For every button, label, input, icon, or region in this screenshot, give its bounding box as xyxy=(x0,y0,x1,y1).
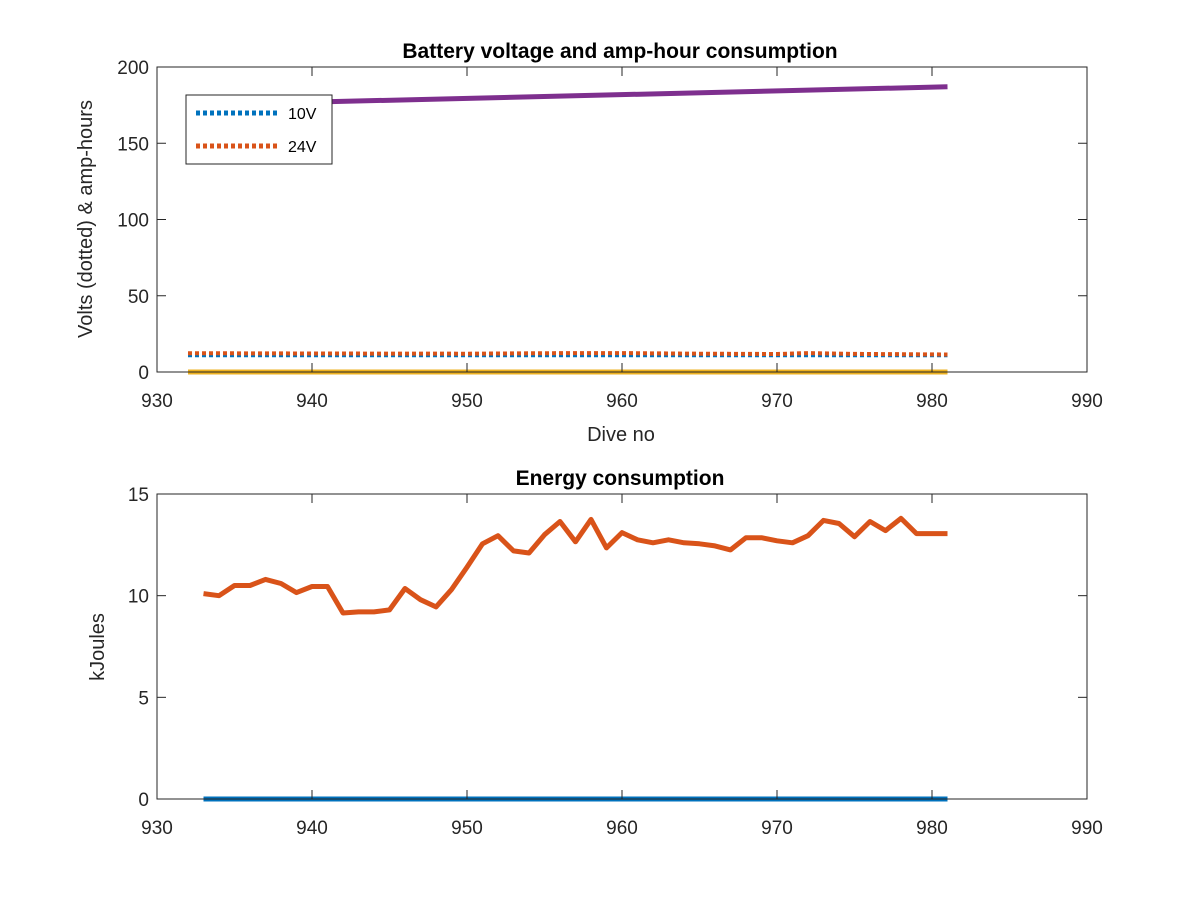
chart-2-x-tick-label: 940 xyxy=(296,818,328,839)
chart-2-x-tick-label: 950 xyxy=(451,818,483,839)
chart-1-title: Battery voltage and amp-hour consumption xyxy=(402,40,837,63)
chart-2-x-tick-label: 930 xyxy=(141,818,173,839)
chart-2-y-axis-label: kJoules xyxy=(87,613,109,681)
chart-1-y-tick-label: 0 xyxy=(138,363,149,384)
chart-panel-2: Energy consumption 930 940 950 960 970 980 990… xyxy=(87,467,1103,839)
chart-2-series-line-2 xyxy=(203,515,948,616)
legend-box xyxy=(185,94,333,165)
chart-2-x-tick-label: 980 xyxy=(916,818,948,839)
chart-2-title: Energy consumption xyxy=(516,467,725,490)
chart-1-x-tick-label: 940 xyxy=(296,391,328,412)
chart-2-y-tick-label: 0 xyxy=(138,790,149,811)
chart-2-x-tick-label: 990 xyxy=(1071,818,1103,839)
chart-1-ticks: 930 940 950 960 970 980 990 0 50 100 150 200 xyxy=(117,58,1103,412)
legend-label-10v: 10V xyxy=(288,106,317,123)
chart-1-x-tick-label: 930 xyxy=(141,391,173,412)
chart-1-y-tick-label: 150 xyxy=(117,134,149,155)
chart-1-x-tick-label: 950 xyxy=(451,391,483,412)
chart-2-y-tick-label: 5 xyxy=(138,688,149,709)
chart-1-y-tick-label: 50 xyxy=(128,287,149,308)
legend-label-24v: 24V xyxy=(288,139,317,156)
chart-2-y-tick-label: 10 xyxy=(128,587,149,608)
chart-1-x-tick-label: 970 xyxy=(761,391,793,412)
chart-1-y-tick-label: 100 xyxy=(117,211,149,232)
chart-1-x-tick-label: 960 xyxy=(606,391,638,412)
chart-1-x-tick-label: 980 xyxy=(916,391,948,412)
chart-1-x-tick-label: 990 xyxy=(1071,391,1103,412)
chart-1-x-axis-label: Dive no xyxy=(587,424,655,446)
chart-1-y-tick-label: 200 xyxy=(117,58,149,79)
chart-panel-1: Battery voltage and amp-hour consumption… xyxy=(75,40,1103,446)
chart-1-series-line-2 xyxy=(187,351,948,357)
chart-2-x-tick-label: 960 xyxy=(606,818,638,839)
chart-1-y-axis-label: Volts (dotted) & amp-hours xyxy=(75,100,97,338)
chart-2-ticks: 930 940 950 960 970 980 990 0 5 10 15 xyxy=(128,485,1103,839)
chart-2-y-tick-label: 15 xyxy=(128,485,149,506)
chart-2-x-tick-label: 970 xyxy=(761,818,793,839)
chart-1-legend: 10V 24V xyxy=(185,94,333,165)
